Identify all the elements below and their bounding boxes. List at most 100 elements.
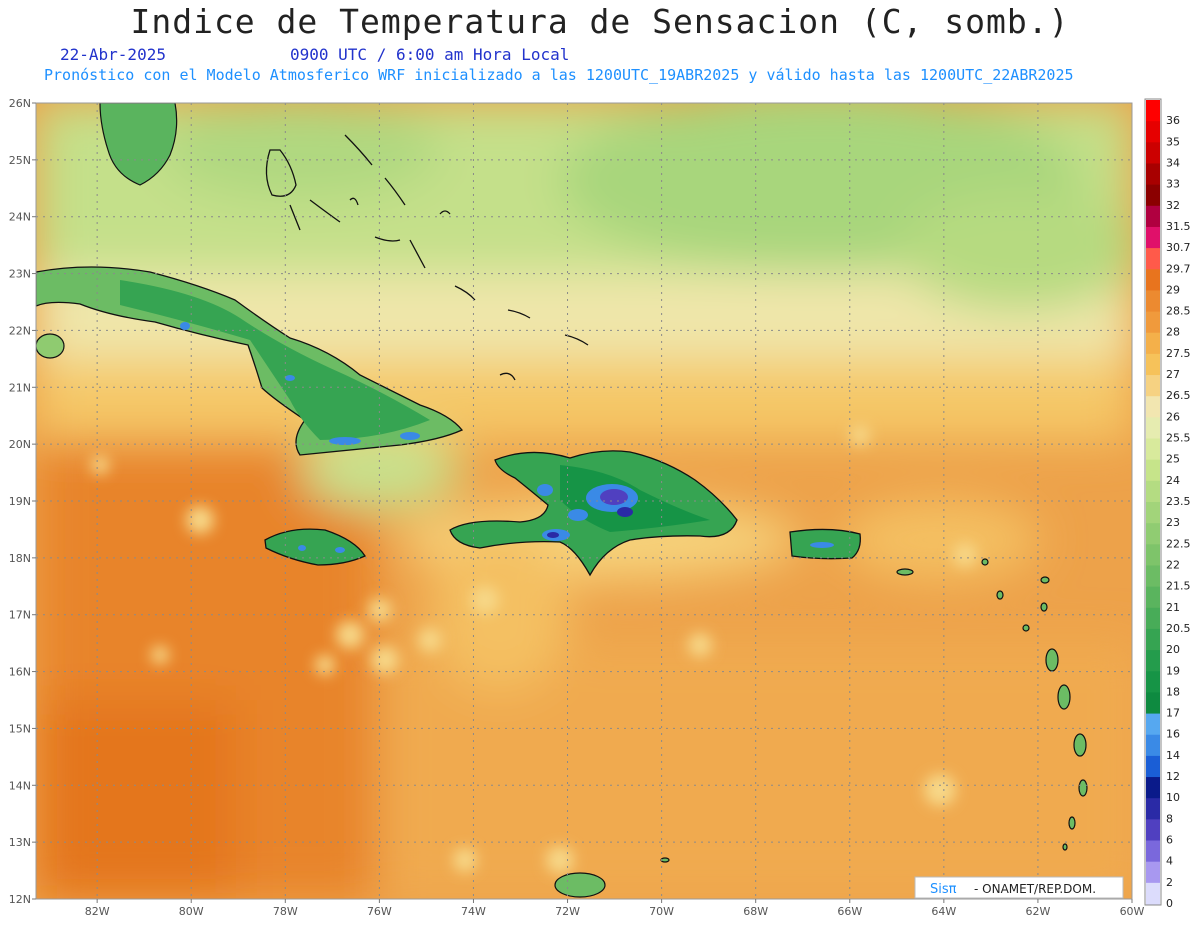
model-info: Pronóstico con el Modelo Atmosferico WRF…: [44, 66, 1074, 84]
colorbar-label: 20.5: [1166, 622, 1191, 635]
lon-tick-label: 64W: [931, 905, 956, 918]
lat-tick-label: 21N: [9, 381, 31, 394]
colorbar-label: 25.5: [1166, 432, 1191, 445]
logo-brand: Sisπ: [930, 882, 957, 897]
colorbar-label: 21.5: [1166, 580, 1191, 593]
colorbar-label: 19: [1166, 664, 1180, 677]
colorbar-label: 21: [1166, 601, 1180, 614]
lat-tick-label: 24N: [9, 211, 31, 224]
lon-tick-label: 78W: [273, 905, 298, 918]
heat-field: [36, 103, 1132, 899]
colorbar-swatch: [1146, 798, 1160, 820]
cuba-island: [36, 266, 464, 456]
colorbar-swatch: [1146, 523, 1160, 545]
jamaica-island: [264, 528, 366, 566]
puerto-rico-island: [789, 528, 861, 560]
logo-text: - ONAMET/REP.DOM.: [974, 882, 1096, 896]
lat-tick-label: 12N: [9, 893, 31, 906]
colorbar-label: 6: [1166, 834, 1173, 847]
colorbar-swatch: [1146, 205, 1160, 228]
colorbar-label: 12: [1166, 770, 1180, 783]
lon-tick-label: 74W: [461, 905, 486, 918]
bahamas-islands: [265, 134, 589, 381]
colorbar-label: 24: [1166, 474, 1180, 487]
colorbar-label: 22: [1166, 558, 1180, 571]
colorbar-label: 17: [1166, 707, 1180, 720]
colorbar-legend: 363534333231.530.729.72928.52827.52726.5…: [1146, 100, 1191, 910]
colorbar-label: 23.5: [1166, 495, 1191, 508]
colorbar-label: 8: [1166, 812, 1173, 825]
colorbar-swatch: [1146, 269, 1160, 291]
colorbar-swatch: [1146, 417, 1160, 440]
colorbar-label: 28: [1166, 326, 1180, 339]
colorbar-swatch: [1146, 290, 1160, 313]
colorbar-swatch: [1146, 502, 1160, 524]
colorbar-label: 2: [1166, 876, 1173, 889]
colorbar-swatch: [1146, 248, 1160, 270]
colorbar-swatch: [1146, 734, 1160, 757]
colorbar-swatch: [1146, 777, 1160, 799]
colorbar-swatch: [1146, 713, 1160, 736]
forecast-time: 0900 UTC / 6:00 am Hora Local: [290, 45, 570, 64]
lat-tick-label: 22N: [9, 324, 31, 337]
colorbar-swatch: [1146, 142, 1160, 164]
colorbar-swatch: [1146, 692, 1160, 715]
lon-tick-label: 62W: [1025, 905, 1050, 918]
colorbar-swatch: [1146, 840, 1160, 863]
lat-tick-label: 25N: [9, 154, 31, 167]
colorbar-swatch: [1146, 544, 1160, 566]
colorbar-swatch: [1146, 755, 1160, 778]
lat-tick-label: 17N: [9, 609, 31, 622]
colorbar-label: 10: [1166, 791, 1180, 804]
lat-tick-label: 26N: [9, 97, 31, 110]
colorbar-label: 16: [1166, 728, 1180, 741]
lon-tick-label: 60W: [1120, 905, 1145, 918]
colorbar-swatch: [1146, 311, 1160, 334]
colorbar-swatch: [1146, 861, 1160, 884]
sispi-logo: Sisπ - ONAMET/REP.DOM.: [914, 876, 1124, 899]
lon-tick-label: 82W: [85, 905, 110, 918]
colorbar-label: 25: [1166, 453, 1180, 466]
colorbar-label: 36: [1166, 114, 1180, 127]
colorbar-label: 27: [1166, 368, 1180, 381]
colorbar-label: 35: [1166, 135, 1180, 148]
colorbar-label: 20: [1166, 643, 1180, 656]
colorbar-swatch: [1146, 184, 1160, 207]
colorbar-label: 4: [1166, 855, 1173, 868]
isla-juventud: [36, 333, 65, 359]
colorbar-swatch: [1146, 375, 1160, 397]
lon-tick-label: 80W: [179, 905, 204, 918]
colorbar-label: 32: [1166, 199, 1180, 212]
colorbar-swatch: [1146, 480, 1160, 503]
hispaniola-island: [449, 450, 738, 577]
colorbar-swatch: [1146, 819, 1160, 842]
colorbar-label: 26.5: [1166, 389, 1191, 402]
colorbar-swatch: [1146, 226, 1160, 249]
lon-tick-label: 68W: [743, 905, 768, 918]
lat-tick-label: 16N: [9, 666, 31, 679]
colorbar-label: 26: [1166, 410, 1180, 423]
colorbar-label: 30.7: [1166, 241, 1191, 254]
colorbar-swatch: [1146, 565, 1160, 588]
lon-tick-label: 76W: [367, 905, 392, 918]
colorbar-swatch: [1146, 459, 1160, 482]
colorbar-swatch: [1146, 671, 1160, 693]
colorbar-label: 34: [1166, 156, 1180, 169]
lat-tick-label: 15N: [9, 722, 31, 735]
lat-tick-label: 14N: [9, 779, 31, 792]
lat-tick-label: 18N: [9, 552, 31, 565]
lat-tick-label: 13N: [9, 836, 31, 849]
colorbar-label: 28.5: [1166, 305, 1191, 318]
colorbar-swatch: [1146, 332, 1160, 355]
lon-tick-label: 72W: [555, 905, 580, 918]
colorbar-swatch: [1146, 163, 1160, 186]
colorbar-label: 29.7: [1166, 262, 1191, 275]
colorbar-label: 0: [1166, 897, 1173, 910]
colorbar-swatch: [1146, 628, 1160, 651]
colorbar-swatch: [1146, 586, 1160, 609]
page-title: Indice de Temperatura de Sensacion (C, s…: [130, 2, 1070, 41]
lon-tick-label: 70W: [649, 905, 674, 918]
colorbar-swatch: [1146, 650, 1160, 672]
colorbar-frame: [1144, 98, 1162, 906]
